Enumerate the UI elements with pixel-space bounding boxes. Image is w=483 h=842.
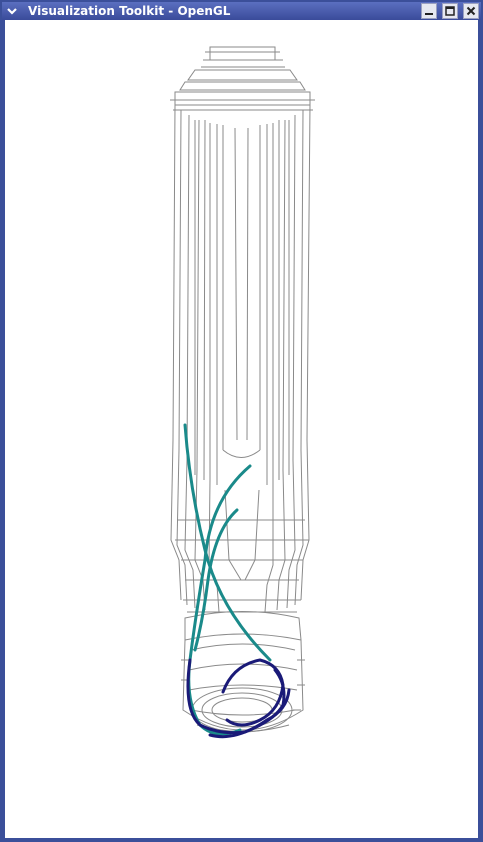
- wireframe-mesh: [170, 46, 315, 733]
- window-title: Visualization Toolkit - OpenGL: [28, 4, 231, 18]
- streamline-6: [208, 688, 291, 739]
- close-button[interactable]: [463, 3, 479, 19]
- close-icon: [466, 6, 476, 16]
- chevron-down-icon: [7, 8, 17, 15]
- streamline-3: [193, 508, 239, 652]
- window-menu-button[interactable]: [4, 3, 20, 19]
- maximize-button[interactable]: [442, 3, 458, 19]
- window-bottom-border: [2, 838, 481, 842]
- render-viewport[interactable]: [5, 20, 478, 838]
- maximize-icon: [445, 6, 455, 16]
- combustor-render: [170, 46, 315, 739]
- streamline-2: [187, 464, 252, 736]
- streamlines: [183, 423, 291, 739]
- title-bar[interactable]: Visualization Toolkit - OpenGL: [2, 2, 481, 20]
- minimize-icon: [425, 13, 433, 15]
- minimize-button[interactable]: [421, 3, 437, 19]
- streamline-5: [221, 658, 285, 727]
